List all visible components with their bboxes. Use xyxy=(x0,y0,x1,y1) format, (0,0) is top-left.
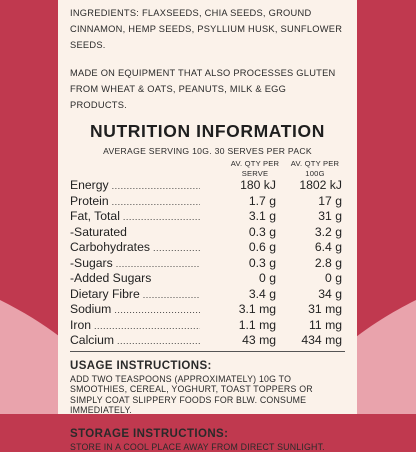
per-100g-value: 434 mg xyxy=(280,333,342,347)
allergen-equipment-text: MADE ON EQUIPMENT THAT ALSO PROCESSES GL… xyxy=(70,65,345,113)
nutrient-label: Carbohydrates xyxy=(70,240,200,254)
per-100g-value: 0 g xyxy=(280,271,342,285)
nutrition-row: Calcium 43 mg 434 mg xyxy=(70,333,345,349)
per-serve-value: 3.1 mg xyxy=(214,302,276,316)
nutrition-row: -Added Sugars 0 g 0 g xyxy=(70,271,345,287)
nutrition-row: Energy 180 kJ 1802 kJ xyxy=(70,178,345,194)
nutrition-row: Fat, Total 3.1 g 31 g xyxy=(70,209,345,225)
nutrient-label: -Added Sugars xyxy=(70,271,200,285)
usage-body: ADD TWO TEASPOONS (APPROXIMATELY) 10G TO… xyxy=(70,374,345,416)
nutrition-row: -Sugars 0.3 g 2.8 g xyxy=(70,256,345,272)
per-serve-value: 1.1 mg xyxy=(214,318,276,332)
nutrient-label: Iron xyxy=(70,318,200,332)
nutrition-row: Iron 1.1 mg 11 mg xyxy=(70,318,345,334)
nutrient-label: Dietary Fibre xyxy=(70,287,200,301)
nutrient-label: -Saturated xyxy=(70,225,200,239)
usage-title: USAGE INSTRUCTIONS: xyxy=(70,360,345,372)
storage-title: STORAGE INSTRUCTIONS: xyxy=(70,428,345,440)
nutrient-label: Calcium xyxy=(70,333,200,347)
per-100g-value: 31 g xyxy=(280,209,342,223)
nutrition-row: Protein 1.7 g 17 g xyxy=(70,194,345,210)
nutrient-label: Sodium xyxy=(70,302,200,316)
nutrition-row: -Saturated 0.3 g 3.2 g xyxy=(70,225,345,241)
per-100g-header: AV. QTY PER 100G xyxy=(287,159,343,178)
per-serve-value: 0.3 g xyxy=(214,256,276,270)
nutrient-label: -Sugars xyxy=(70,256,200,270)
per-100g-value: 1802 kJ xyxy=(280,178,342,192)
ingredients-text: INGREDIENTS: FLAXSEEDS, CHIA SEEDS, GROU… xyxy=(70,5,345,53)
per-serve-value: 0 g xyxy=(214,271,276,285)
per-100g-value: 31 mg xyxy=(280,302,342,316)
per-serve-value: 43 mg xyxy=(214,333,276,347)
per-100g-value: 34 g xyxy=(280,287,342,301)
serving-info: AVERAGE SERVING 10G. 30 SERVES PER PACK xyxy=(70,146,345,156)
nutrient-label: Fat, Total xyxy=(70,209,200,223)
storage-body: STORE IN A COOL PLACE AWAY FROM DIRECT S… xyxy=(70,442,345,452)
per-100g-value: 2.8 g xyxy=(280,256,342,270)
per-serve-value: 0.6 g xyxy=(214,240,276,254)
nutrition-row: Carbohydrates 0.6 g 6.4 g xyxy=(70,240,345,256)
per-serve-value: 3.1 g xyxy=(214,209,276,223)
nutrition-row: Sodium 3.1 mg 31 mg xyxy=(70,302,345,318)
nutrition-title: NUTRITION INFORMATION xyxy=(70,121,345,142)
per-serve-header: AV. QTY PER SERVE xyxy=(227,159,283,178)
label-panel: INGREDIENTS: FLAXSEEDS, CHIA SEEDS, GROU… xyxy=(58,0,357,414)
per-serve-value: 3.4 g xyxy=(214,287,276,301)
per-100g-value: 3.2 g xyxy=(280,225,342,239)
per-100g-value: 11 mg xyxy=(280,318,342,332)
nutrition-column-headers: AV. QTY PER SERVE AV. QTY PER 100G xyxy=(70,159,345,178)
per-100g-value: 17 g xyxy=(280,194,342,208)
nutrition-row: Dietary Fibre 3.4 g 34 g xyxy=(70,287,345,303)
per-serve-value: 180 kJ xyxy=(214,178,276,192)
nutrient-label: Protein xyxy=(70,194,200,208)
section-divider xyxy=(70,351,345,352)
per-serve-value: 1.7 g xyxy=(214,194,276,208)
nutrient-label: Energy xyxy=(70,178,200,192)
per-serve-value: 0.3 g xyxy=(214,225,276,239)
per-100g-value: 6.4 g xyxy=(280,240,342,254)
